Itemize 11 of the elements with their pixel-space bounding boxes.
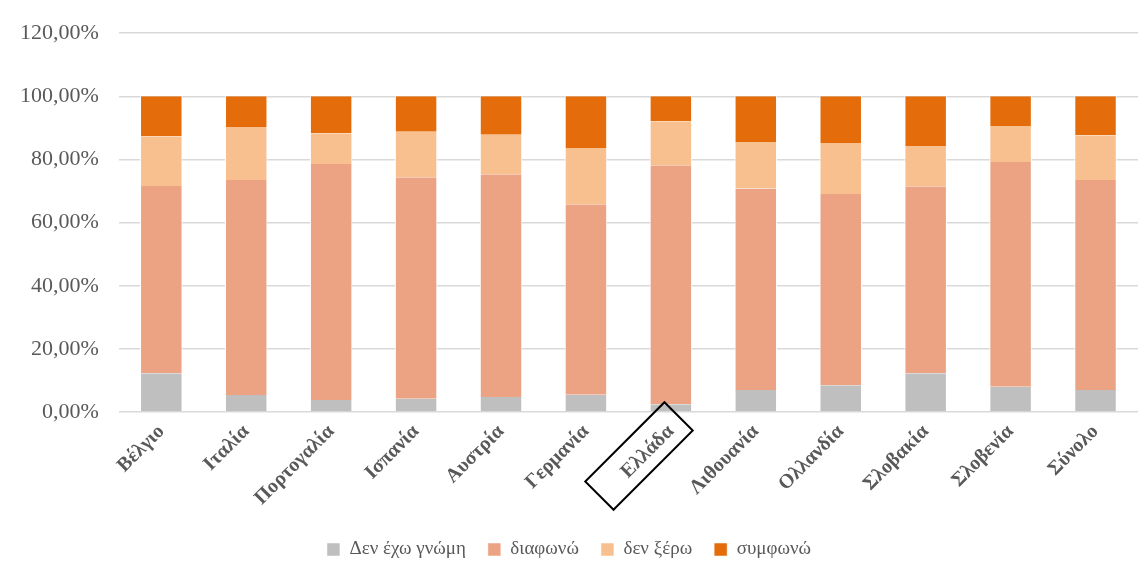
legend-label: διαφωνώ — [510, 537, 579, 559]
y-tick-label: 0,00% — [42, 397, 99, 423]
y-tick-label: 40,00% — [31, 271, 99, 297]
y-tick-label: 80,00% — [31, 145, 99, 171]
y-tick-label: 120,00% — [20, 18, 99, 44]
legend-label: συμφωνώ — [736, 537, 812, 559]
y-tick-label: 20,00% — [31, 334, 99, 360]
legend-label: Δεν έχω γνώμη — [349, 537, 466, 559]
y-tick-label: 60,00% — [31, 208, 99, 234]
y-tick-label: 100,00% — [20, 82, 99, 108]
legend-label: δεν ξέρω — [623, 537, 693, 559]
